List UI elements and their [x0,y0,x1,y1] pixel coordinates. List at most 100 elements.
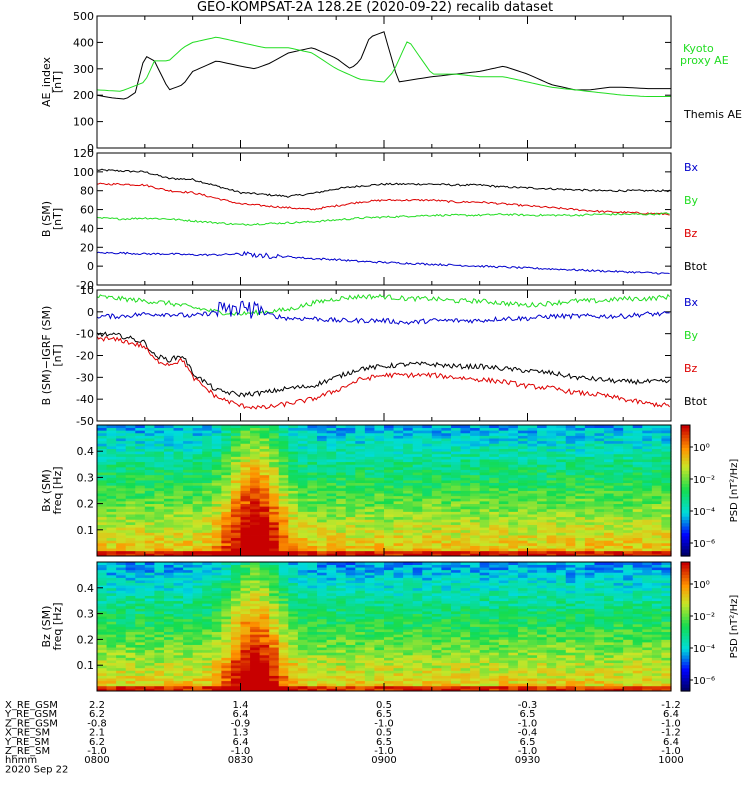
heatmap-cell [632,440,643,444]
heatmap-cell [278,616,289,620]
heatmap-cell [297,613,309,617]
heatmap-cell [470,438,481,442]
heatmap-cell [307,577,318,581]
heatmap-cell [364,540,376,544]
heatmap-cell [584,464,596,468]
heatmap-cell [317,545,328,549]
heatmap-cell [154,641,165,645]
heatmap-cell [125,644,136,648]
heatmap-cell [594,469,605,473]
heatmap-cell [412,516,423,520]
heatmap-cell [336,662,347,666]
heatmap-cell [403,540,414,544]
heatmap-cell [250,672,261,676]
heatmap-cell [250,453,261,457]
heatmap-cell [211,572,222,576]
heatmap-cell [288,461,299,465]
heatmap-cell [604,456,615,460]
heatmap-cell [230,598,242,602]
heatmap-cell [517,535,529,539]
heatmap-cell [460,521,471,525]
heatmap-cell [173,514,184,518]
heatmap-cell [97,665,108,669]
heatmap-cell [259,683,270,687]
heatmap-cell [106,542,117,546]
heatmap-cell [594,464,605,468]
heatmap-cell [403,660,414,664]
heatmap-cell [441,427,452,431]
heatmap-cell [393,459,404,463]
heatmap-cell [116,618,127,622]
heatmap-cell [517,459,529,463]
heatmap-cell [393,572,404,576]
colorbar-segment [681,428,690,433]
heatmap-cell [642,521,653,525]
heatmap-cell [211,652,222,656]
heatmap-cell [364,524,376,528]
heatmap-cell [106,482,117,486]
heatmap-cell [106,524,117,528]
heatmap-cell [211,634,222,638]
heatmap-cell [326,647,337,651]
heatmap-cell [326,652,337,656]
heatmap-cell [651,445,663,449]
heatmap-cell [221,540,232,544]
heatmap-cell [135,540,146,544]
heatmap-cell [632,498,643,502]
heatmap-cell [393,511,404,515]
heatmap-cell [97,524,108,528]
heatmap-cell [278,685,289,689]
heatmap-cell [470,532,481,536]
heatmap-cell [116,464,127,468]
heatmap-cell [202,438,213,442]
heatmap-cell [623,472,634,476]
heatmap-cell [384,514,395,518]
heatmap-cell [288,542,299,546]
heatmap-cell [336,595,347,599]
heatmap-cell [135,532,146,536]
heatmap-cell [250,647,261,651]
heatmap-cell [565,487,576,491]
heatmap-cell [393,440,404,444]
heatmap-cell [106,466,117,470]
heatmap-cell [211,527,222,531]
heatmap-cell [537,550,548,554]
heatmap-cell [651,440,663,444]
heatmap-cell [422,432,433,436]
heatmap-cell [250,680,261,684]
heatmap-cell [336,660,347,664]
heatmap-cell [288,680,299,684]
heatmap-cell [250,553,261,557]
heatmap-cell [135,438,146,442]
colorbar-segment [681,483,690,488]
heatmap-cell [556,487,567,491]
heatmap-cell [106,548,117,552]
heatmap-cell [546,506,557,510]
heatmap-cell [613,453,624,457]
heatmap-cell [269,466,280,470]
heatmap-cell [384,582,395,586]
heatmap-cell [317,587,328,591]
heatmap-cell [364,685,376,689]
heatmap-cell [594,472,605,476]
heatmap-cell [116,582,127,586]
heatmap-cell [173,585,184,589]
heatmap-cell [250,521,261,525]
heatmap-cell [106,644,117,648]
heatmap-cell [211,603,222,607]
heatmap-cell [278,683,289,687]
colorbar-segment [681,490,690,495]
heatmap-cell [604,485,615,489]
heatmap-cell [613,508,624,512]
heatmap-cell [374,569,385,573]
heatmap-cell [173,519,184,523]
heatmap-cell [498,548,509,552]
heatmap-cell [364,592,376,596]
heatmap-cell [556,432,567,436]
heatmap-cell [269,636,280,640]
y-axis-label: [nT] [51,208,64,230]
heatmap-cell [393,657,404,661]
heatmap-cell [202,631,213,635]
heatmap-cell [211,577,222,581]
